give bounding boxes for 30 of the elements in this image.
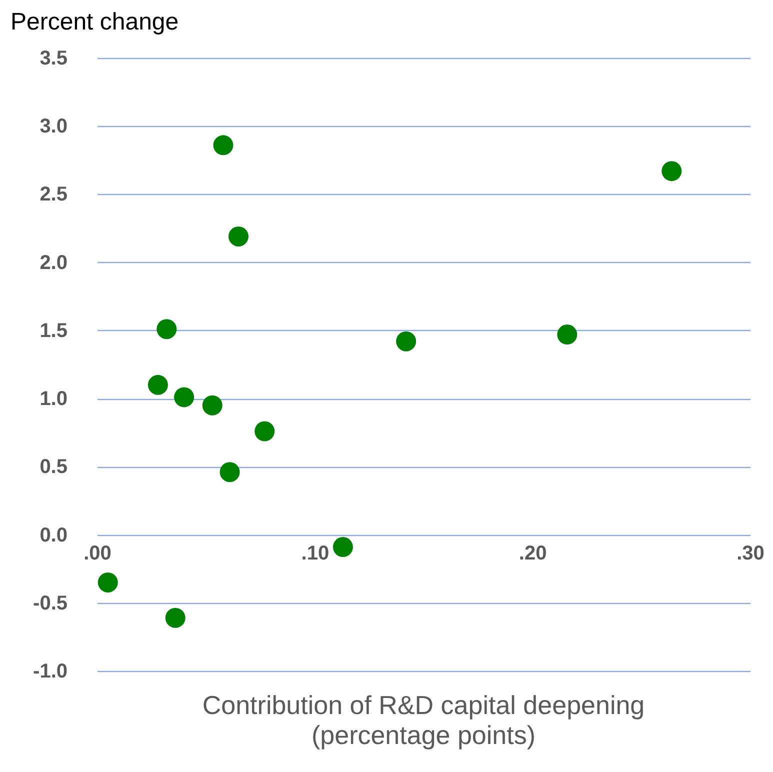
x-tick-label: .00 — [84, 542, 112, 564]
y-tick-label: 0.5 — [40, 456, 68, 478]
y-tick-label: 0.0 — [40, 524, 68, 546]
x-tick-label: .30 — [736, 542, 764, 564]
y-tick-label: 3.5 — [40, 48, 68, 70]
point — [557, 324, 578, 345]
y-tick-label: 1.0 — [40, 388, 68, 410]
x-tick-label: .10 — [301, 542, 330, 564]
y-tick-label: 1.5 — [40, 320, 68, 342]
point — [165, 608, 186, 628]
point — [254, 421, 275, 442]
y-tick-label: 3.0 — [40, 116, 68, 138]
y-axis-title: Percent change — [10, 8, 179, 36]
point — [662, 161, 682, 182]
point — [202, 395, 222, 416]
point — [148, 374, 168, 395]
y-tick-label: -0.5 — [33, 592, 68, 614]
x-axis-title: Contribution of R&D capital deepening (percentage points) — [202, 690, 645, 750]
y-tick-label: -1.0 — [33, 660, 68, 682]
point — [174, 387, 194, 408]
x-tick-label: .20 — [518, 542, 547, 564]
point — [156, 319, 177, 340]
point — [220, 462, 240, 482]
point — [396, 331, 416, 352]
point — [213, 135, 234, 156]
point — [228, 226, 248, 246]
y-tick-label: 2.0 — [40, 252, 68, 274]
point — [332, 537, 353, 558]
point — [98, 572, 118, 592]
y-tick-label: 2.5 — [40, 184, 68, 206]
